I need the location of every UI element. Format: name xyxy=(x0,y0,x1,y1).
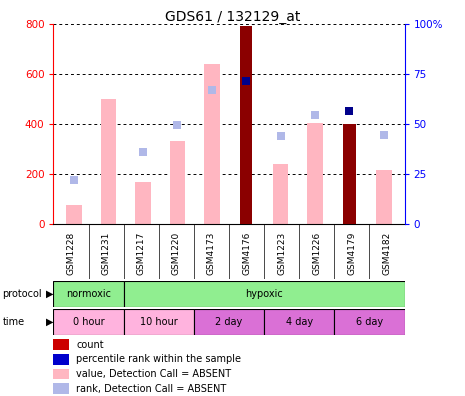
Text: time: time xyxy=(2,317,25,327)
Bar xyxy=(53,309,124,335)
Text: GSM1223: GSM1223 xyxy=(277,232,286,275)
Text: GSM4173: GSM4173 xyxy=(207,232,216,276)
Text: GSM4182: GSM4182 xyxy=(383,232,392,275)
Text: percentile rank within the sample: percentile rank within the sample xyxy=(76,354,241,364)
Text: count: count xyxy=(76,340,104,350)
Point xyxy=(243,78,250,84)
Bar xyxy=(264,309,334,335)
Text: protocol: protocol xyxy=(2,289,42,299)
Bar xyxy=(204,64,219,224)
Bar xyxy=(344,124,356,224)
Text: GSM1226: GSM1226 xyxy=(312,232,321,275)
Text: ▶: ▶ xyxy=(46,289,53,299)
Point xyxy=(173,122,181,128)
Bar xyxy=(194,309,264,335)
Bar xyxy=(53,354,69,365)
Point xyxy=(208,87,215,93)
Point xyxy=(312,112,319,118)
Point xyxy=(70,177,78,183)
Bar xyxy=(170,141,185,224)
Text: 6 day: 6 day xyxy=(356,317,383,327)
Text: GSM1231: GSM1231 xyxy=(102,232,111,276)
Bar xyxy=(53,383,69,394)
Point xyxy=(277,133,285,139)
Bar xyxy=(53,369,69,379)
Bar xyxy=(273,164,288,224)
Point xyxy=(139,149,146,156)
Bar xyxy=(66,205,82,224)
Text: 10 hour: 10 hour xyxy=(140,317,178,327)
Bar xyxy=(124,309,194,335)
Text: GSM4176: GSM4176 xyxy=(242,232,251,276)
Text: ▶: ▶ xyxy=(46,317,53,327)
Text: GDS61 / 132129_at: GDS61 / 132129_at xyxy=(165,10,300,24)
Bar xyxy=(101,99,116,224)
Text: GSM4179: GSM4179 xyxy=(347,232,356,276)
Text: rank, Detection Call = ABSENT: rank, Detection Call = ABSENT xyxy=(76,384,226,394)
Text: GSM1220: GSM1220 xyxy=(172,232,181,275)
Text: 2 day: 2 day xyxy=(215,317,243,327)
Bar xyxy=(124,281,405,307)
Text: normoxic: normoxic xyxy=(66,289,111,299)
Text: GSM1228: GSM1228 xyxy=(66,232,75,275)
Bar xyxy=(376,170,392,224)
Bar xyxy=(135,183,151,224)
Text: value, Detection Call = ABSENT: value, Detection Call = ABSENT xyxy=(76,369,232,379)
Text: hypoxic: hypoxic xyxy=(245,289,283,299)
Bar xyxy=(307,122,323,224)
Point xyxy=(380,132,388,138)
Bar xyxy=(240,26,252,224)
Bar xyxy=(53,281,124,307)
Point xyxy=(346,108,353,114)
Text: 4 day: 4 day xyxy=(286,317,313,327)
Bar xyxy=(53,339,69,350)
Text: GSM1217: GSM1217 xyxy=(137,232,146,276)
Bar xyxy=(334,309,405,335)
Text: 0 hour: 0 hour xyxy=(73,317,105,327)
